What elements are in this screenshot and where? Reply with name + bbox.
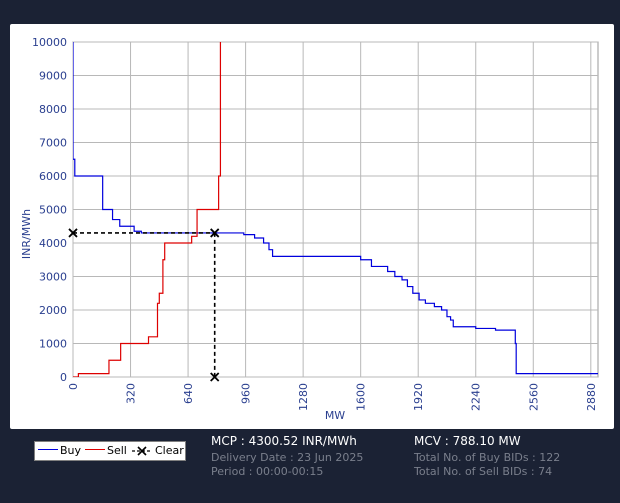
x-tick-label: 2560 — [527, 383, 540, 411]
y-tick-label: 4000 — [39, 237, 67, 250]
y-tick-label: 6000 — [39, 170, 67, 183]
legend-clear-swatch — [132, 446, 152, 456]
legend-buy-swatch — [38, 449, 58, 450]
market-clearing-chart: 0 1000 2000 3000 4000 5000 6000 7000 8000 9000 100… — [20, 36, 599, 422]
sell-bids-text: Total No. of Sell BIDs : 74 — [414, 465, 553, 478]
period-text: Period : 00:00-00:15 — [211, 465, 324, 478]
y-tick-label: 3000 — [39, 271, 67, 284]
x-tick-label: 960 — [240, 383, 253, 404]
clear-marker-point — [210, 228, 220, 238]
clear-marker-x-axis — [210, 372, 220, 382]
chart-panel: 0 1000 2000 3000 4000 5000 6000 7000 8000 9000 100… — [10, 24, 614, 429]
legend-sell-label: Sell — [107, 444, 127, 457]
y-tick-label: 7000 — [39, 137, 67, 150]
delivery-date-text: Delivery Date : 23 Jun 2025 — [211, 451, 364, 464]
y-tick-label: 9000 — [39, 70, 67, 83]
legend: Buy Sell Clear — [34, 441, 186, 461]
x-tick-label: 1600 — [355, 383, 368, 411]
mcp-text: MCP : 4300.52 INR/MWh — [211, 434, 357, 448]
x-tick-label: 0 — [67, 383, 80, 390]
series-buy-line — [73, 42, 598, 375]
x-axis-label: MW — [325, 409, 345, 422]
y-tick-label: 0 — [60, 371, 67, 384]
mcv-text: MCV : 788.10 MW — [414, 434, 521, 448]
x-tick-label: 640 — [182, 383, 195, 404]
x-tick-label: 1920 — [412, 383, 425, 411]
y-tick-label: 1000 — [39, 338, 67, 351]
x-tick-label: 2240 — [470, 383, 483, 411]
y-axis-label: INR/MWh — [20, 209, 33, 259]
y-tick-label: 2000 — [39, 304, 67, 317]
y-tick-label: 5000 — [39, 204, 67, 217]
legend-clear-label: Clear — [155, 444, 184, 457]
x-tick-label: 1280 — [297, 383, 310, 411]
clear-marker-y-axis — [68, 228, 78, 238]
x-tick-label: 2880 — [585, 383, 598, 411]
legend-sell-swatch — [85, 449, 105, 450]
y-tick-label: 10000 — [32, 36, 67, 49]
series-sell-line — [73, 42, 222, 377]
y-tick-label: 8000 — [39, 103, 67, 116]
x-tick-label: 320 — [125, 383, 138, 404]
legend-buy-label: Buy — [60, 444, 82, 457]
buy-bids-text: Total No. of Buy BIDs : 122 — [414, 451, 561, 464]
